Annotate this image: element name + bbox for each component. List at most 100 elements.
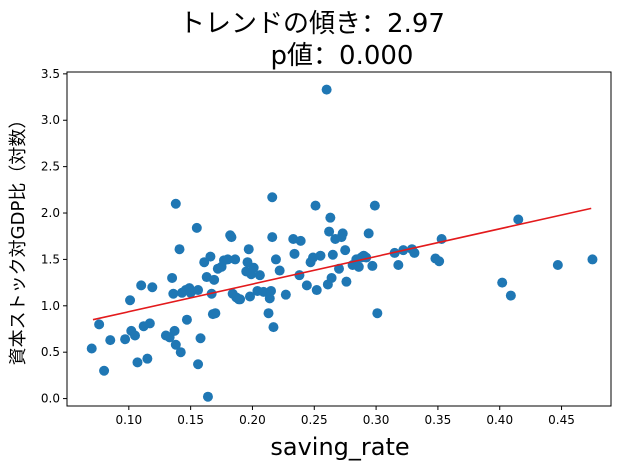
- y-tick-label: 2.5: [41, 160, 60, 174]
- scatter-point: [361, 252, 372, 263]
- scatter-point: [337, 228, 348, 239]
- scatter-point: [210, 308, 221, 319]
- x-tick-label: 0.25: [301, 413, 328, 427]
- scatter-point: [274, 265, 285, 276]
- scatter-point: [209, 274, 220, 285]
- scatter-point: [280, 289, 291, 300]
- scatter-point: [226, 232, 237, 243]
- scatter-point: [267, 192, 278, 203]
- scatter-point: [243, 244, 254, 255]
- scatter-point: [552, 259, 563, 270]
- scatter-point: [168, 288, 179, 299]
- scatter-point: [248, 262, 259, 273]
- scatter-point: [136, 280, 147, 291]
- scatter-point: [99, 365, 110, 376]
- y-tick-label: 1.5: [41, 252, 60, 266]
- scatter-point: [174, 244, 185, 255]
- y-tick-label: 3.0: [41, 113, 60, 127]
- x-tick-label: 0.35: [425, 413, 452, 427]
- scatter-point: [170, 339, 181, 350]
- trend-line: [92, 207, 592, 321]
- scatter-point: [181, 314, 192, 325]
- scatter-point: [258, 286, 269, 297]
- scatter-point: [434, 256, 445, 267]
- scatter-point: [170, 198, 181, 209]
- scatter-point: [202, 391, 213, 402]
- scatter-point: [341, 276, 352, 287]
- scatter-point: [353, 261, 364, 272]
- y-tick-label: 0.5: [41, 345, 60, 359]
- scatter-point: [340, 245, 351, 256]
- scatter-point: [266, 285, 276, 296]
- y-tick-label: 2.0: [41, 206, 60, 220]
- scatter-point: [130, 330, 140, 341]
- scatter-point: [268, 322, 279, 333]
- scatter-point: [369, 200, 380, 211]
- scatter-point: [230, 254, 241, 265]
- y-axis-ticks: 0.0 0.5 1.0 1.5 2.0 2.5 3.0 3.5: [41, 67, 67, 406]
- scatter-point: [334, 263, 344, 274]
- scatter-point: [235, 294, 246, 305]
- scatter-point: [505, 290, 516, 301]
- scatter-point: [587, 254, 598, 265]
- scatter-point: [270, 254, 281, 265]
- scatter-point: [222, 254, 233, 265]
- scatter-point: [315, 250, 326, 261]
- scatter-point: [513, 214, 524, 225]
- scatter-point: [325, 212, 336, 223]
- scatter-point: [301, 280, 312, 291]
- scatter-point: [105, 335, 116, 346]
- scatter-point: [147, 282, 158, 293]
- scatter-point: [267, 232, 278, 243]
- scatter-point: [363, 228, 374, 239]
- scatter-point: [195, 333, 206, 344]
- scatter-point: [175, 347, 186, 358]
- scatter-point: [142, 353, 153, 364]
- y-tick-label: 0.0: [41, 392, 60, 406]
- scatter-point: [191, 222, 202, 233]
- scatter-point: [125, 295, 136, 306]
- scatter-point: [289, 248, 300, 259]
- scatter-point: [193, 359, 204, 370]
- scatter-point: [167, 272, 178, 283]
- x-tick-label: 0.45: [548, 413, 575, 427]
- scatter-point: [120, 334, 131, 345]
- x-axis-label: saving_rate: [270, 433, 409, 461]
- x-axis-ticks: 0.10 0.15 0.20 0.25 0.30 0.35 0.40 0.45: [115, 406, 575, 427]
- scatter-point: [321, 84, 332, 95]
- x-tick-label: 0.10: [115, 413, 142, 427]
- x-tick-label: 0.40: [486, 413, 513, 427]
- scatter-point: [295, 235, 306, 246]
- scatter-point: [327, 249, 338, 260]
- scatter-point: [372, 308, 383, 319]
- scatter-point: [193, 285, 204, 296]
- scatter-point: [324, 226, 335, 237]
- scatter-point: [367, 260, 378, 271]
- scatter-point: [94, 319, 105, 330]
- scatter-point: [86, 343, 97, 354]
- scatter-point: [409, 247, 420, 258]
- x-tick-label: 0.30: [363, 413, 390, 427]
- scatter-point: [310, 200, 321, 211]
- scatter-point: [264, 293, 275, 304]
- x-tick-label: 0.20: [239, 413, 266, 427]
- plot-area: [86, 84, 598, 402]
- scatter-point: [244, 291, 255, 302]
- scatter-point: [326, 272, 337, 283]
- x-tick-label: 0.15: [177, 413, 204, 427]
- chart-title-line-1: トレンドの傾き：2.97: [179, 9, 445, 39]
- scatter-point: [497, 277, 508, 288]
- y-tick-label: 3.5: [41, 67, 60, 81]
- y-axis-label: 資本ストック対GDP比（対数）: [8, 111, 29, 366]
- scatter-point: [132, 357, 143, 368]
- y-tick-label: 1.0: [41, 299, 60, 313]
- chart-title-line-2: p値：0.000: [271, 41, 414, 71]
- scatter-point: [311, 285, 322, 296]
- scatter-point: [169, 325, 180, 336]
- scatter-point: [205, 251, 216, 262]
- scatter-point: [263, 308, 274, 319]
- scatter-point: [393, 259, 404, 270]
- scatter-point: [144, 318, 155, 329]
- axes-frame: [66, 71, 612, 407]
